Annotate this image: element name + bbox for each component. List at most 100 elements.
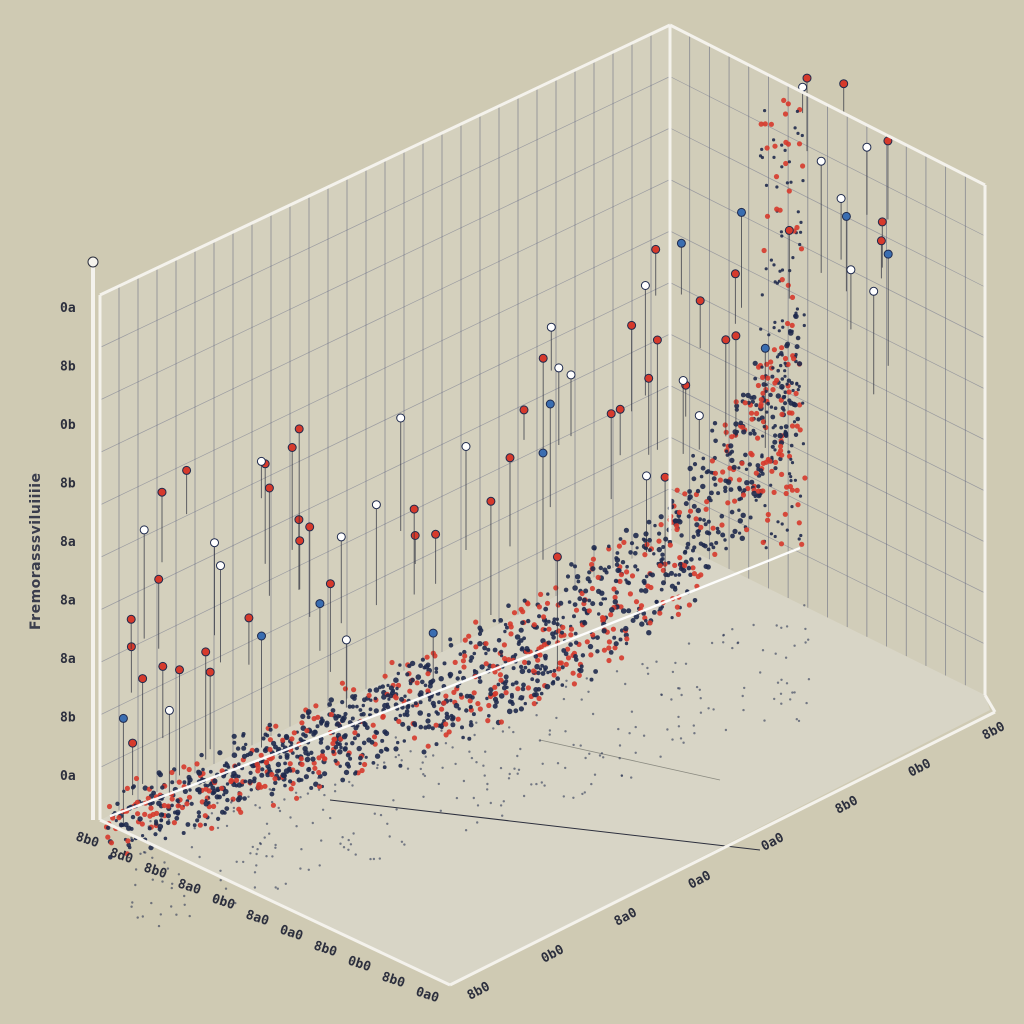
data-point	[650, 572, 655, 578]
data-point	[802, 323, 806, 328]
floor-point	[207, 795, 211, 799]
data-point	[723, 485, 728, 490]
data-point	[703, 522, 708, 527]
data-point	[275, 761, 282, 768]
data-point	[369, 698, 373, 702]
data-point	[663, 536, 669, 542]
data-point	[620, 560, 626, 565]
data-point	[523, 701, 527, 706]
data-point	[713, 438, 718, 444]
data-point	[498, 677, 504, 683]
floor-point	[423, 774, 427, 778]
data-point	[780, 319, 785, 323]
data-point	[447, 673, 452, 677]
floor-point	[300, 848, 303, 851]
outlier-point	[839, 79, 849, 89]
data-point	[675, 611, 682, 618]
floor-point	[216, 801, 219, 805]
data-point	[719, 513, 725, 519]
floor-point	[277, 778, 280, 781]
floor-point	[659, 755, 662, 758]
data-point	[618, 637, 623, 642]
data-point	[237, 762, 241, 766]
floor-point	[624, 682, 627, 686]
floor-point	[170, 905, 173, 908]
data-point	[488, 687, 494, 693]
data-point	[451, 689, 457, 696]
data-point	[785, 101, 791, 107]
data-point	[760, 365, 764, 369]
floor-point	[641, 662, 644, 666]
data-point	[789, 322, 795, 328]
floor-point	[347, 848, 350, 851]
data-point	[291, 730, 297, 736]
data-point	[387, 697, 391, 701]
data-point	[685, 545, 689, 550]
data-point	[786, 378, 792, 383]
data-point	[687, 497, 691, 501]
data-point	[789, 443, 794, 448]
data-point	[243, 779, 248, 784]
data-point	[524, 646, 530, 652]
y-tick-label: 8b	[60, 360, 76, 375]
floor-point	[805, 701, 808, 705]
floor-point	[581, 792, 584, 796]
data-point	[759, 327, 763, 331]
data-point	[443, 721, 449, 727]
data-point	[540, 663, 544, 668]
data-point	[682, 491, 688, 497]
data-point	[628, 550, 633, 555]
floor-point	[712, 708, 715, 711]
data-point	[742, 400, 748, 406]
data-point	[505, 625, 509, 630]
data-point	[802, 475, 808, 481]
data-point	[779, 471, 785, 477]
floor-point	[254, 804, 257, 807]
data-point	[674, 604, 681, 610]
data-point	[758, 403, 764, 409]
data-point	[711, 476, 717, 481]
data-point	[618, 572, 625, 578]
floor-point	[472, 796, 475, 800]
data-point	[713, 482, 718, 487]
data-point	[514, 680, 519, 685]
data-point	[791, 401, 797, 407]
data-point	[783, 490, 789, 497]
outlier-point	[802, 73, 812, 83]
data-point	[206, 788, 212, 794]
data-point	[273, 780, 278, 785]
data-point	[691, 534, 696, 540]
data-point	[546, 592, 550, 596]
floor-point	[437, 782, 440, 786]
data-point	[315, 714, 321, 720]
floor-point	[600, 752, 604, 755]
floor-point	[286, 771, 289, 774]
side-grid-hline	[669, 436, 986, 594]
data-point	[355, 724, 360, 728]
data-point	[769, 258, 774, 262]
data-point	[507, 699, 513, 704]
data-point	[551, 672, 557, 678]
data-point	[473, 644, 479, 650]
floor-point	[283, 798, 286, 801]
floor-point	[219, 869, 222, 872]
data-point	[791, 256, 795, 260]
data-point	[268, 727, 273, 732]
data-point	[777, 329, 781, 333]
outlier-point	[256, 456, 266, 466]
data-point	[551, 620, 557, 626]
data-point	[777, 353, 781, 357]
floor-point	[214, 897, 217, 900]
outlier-point	[841, 211, 851, 221]
floor-point	[198, 855, 201, 859]
data-point	[786, 188, 792, 194]
data-point	[373, 708, 379, 714]
floor-point	[317, 788, 321, 791]
data-point	[740, 512, 746, 518]
data-point	[174, 815, 180, 821]
data-point	[742, 488, 747, 493]
data-point	[801, 401, 805, 405]
data-point	[693, 516, 699, 522]
data-point	[740, 492, 747, 498]
data-point	[468, 640, 473, 645]
